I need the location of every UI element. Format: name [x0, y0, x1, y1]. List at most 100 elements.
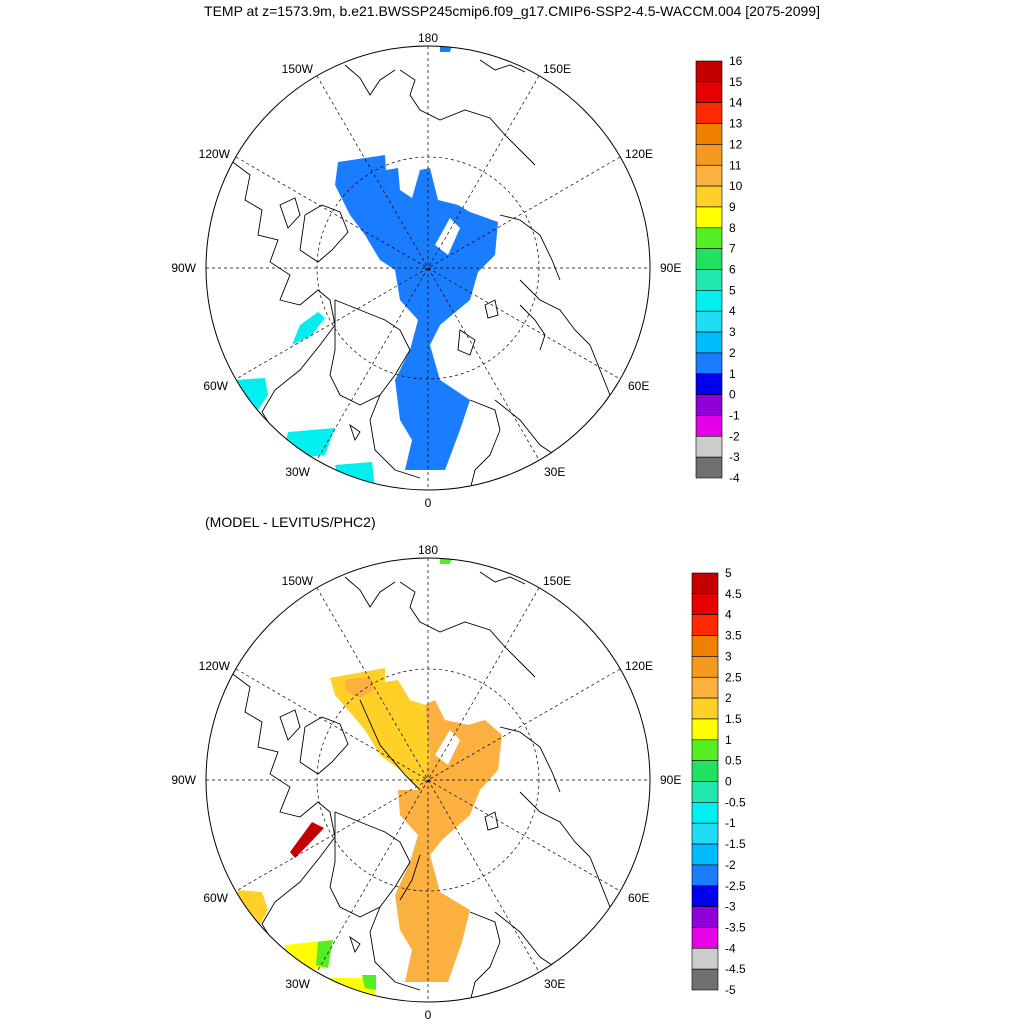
- bottom-colorbar-tick-label: -2.5: [725, 879, 746, 893]
- lon-label-90w: 90W: [171, 261, 196, 275]
- lon-label-180: 180: [418, 543, 438, 557]
- top-map-boundary: [205, 45, 651, 491]
- top-colorbar-swatch: [695, 81, 723, 103]
- top-colorbar-swatch: [695, 373, 723, 395]
- bottom-colorbar-swatch: [691, 676, 719, 699]
- top-colorbar-swatch: [695, 352, 723, 375]
- top-colorbar-tick-label: 0: [729, 388, 736, 402]
- bottom-colorbar-tick-label: -1.5: [725, 837, 746, 851]
- bottom-map: 180 150E 120E 90E 60E 30E 0 30W 60W 90W …: [171, 543, 681, 1022]
- lon-label-150e: 150E: [543, 574, 571, 588]
- top-colorbar-tick-label: 14: [729, 96, 743, 110]
- top-field-irminger: [285, 428, 335, 458]
- top-colorbar-tick-label: 7: [729, 242, 736, 256]
- top-colorbar-swatch: [695, 60, 723, 83]
- bottom-colorbar-tick-label: 1.5: [725, 712, 742, 726]
- bottom-colorbar-tick-label: 3.5: [725, 629, 742, 643]
- bottom-colorbar-swatch: [691, 593, 719, 615]
- bottom-colorbar-tick-label: 3: [725, 649, 732, 663]
- lon-label-180: 180: [418, 31, 438, 45]
- bottom-colorbar-swatch: [691, 635, 719, 657]
- top-colorbar-tick-label: 16: [729, 54, 743, 68]
- bottom-colorbar-tick-label: 4: [725, 608, 732, 622]
- top-map: 180 150E 120E 90E 60E 30E 0 30W 60W 90W …: [171, 31, 681, 510]
- top-colorbar-swatch: [695, 227, 723, 249]
- top-colorbar-swatch: [695, 310, 723, 333]
- top-colorbar-swatch: [695, 394, 723, 416]
- bottom-colorbar-swatch: [691, 572, 719, 595]
- bottom-colorbar-tick-label: 5: [725, 566, 732, 580]
- lon-label-150w: 150W: [282, 574, 314, 588]
- top-colorbar-swatch: [695, 144, 723, 166]
- top-colorbar-swatch: [695, 102, 723, 124]
- top-colorbar-tick-label: 11: [729, 158, 742, 172]
- bottom-colorbar-swatch: [691, 843, 719, 866]
- bottom-colorbar-swatch: [691, 822, 719, 845]
- lon-label-120w: 120W: [199, 659, 231, 673]
- lon-label-60e: 60E: [628, 891, 649, 905]
- lon-label-120w: 120W: [199, 147, 231, 161]
- bottom-colorbar-swatch: [691, 760, 719, 782]
- top-colorbar-tick-label: 8: [729, 221, 736, 235]
- bottom-field-canada-basin: [330, 668, 430, 790]
- bottom-colorbar-swatch: [691, 802, 719, 824]
- lon-label-30w: 30W: [285, 977, 310, 991]
- top-colorbar-tick-label: 2: [729, 346, 736, 360]
- top-colorbar-tick-label: 12: [729, 137, 743, 151]
- top-colorbar-swatch: [695, 164, 723, 187]
- lon-label-120e: 120E: [625, 659, 653, 673]
- top-graticule: [206, 46, 650, 490]
- bottom-map-boundary: [205, 557, 651, 1003]
- bottom-longitude-labels: 180 150E 120E 90E 60E 30E 0 30W 60W 90W …: [171, 543, 681, 1022]
- figure-title: TEMP at z=1573.9m, b.e21.BWSSP245cmip6.f…: [204, 3, 820, 19]
- top-field-baffin: [292, 312, 325, 345]
- bottom-colorbar-swatch: [691, 906, 719, 928]
- top-colorbar-swatch: [695, 415, 723, 437]
- lon-label-30w: 30W: [285, 465, 310, 479]
- top-longitude-labels: 180 150E 120E 90E 60E 30E 0 30W 60W 90W …: [171, 31, 681, 510]
- top-colorbar-swatch: [695, 185, 723, 208]
- bottom-colorbar-tick-label: -0.5: [725, 795, 746, 809]
- bottom-coastlines: [229, 571, 611, 1002]
- bottom-colorbar-tick-label: 0: [725, 775, 732, 789]
- top-field-greenland-sea: [335, 462, 375, 488]
- top-coastlines: [229, 59, 611, 490]
- lon-label-150e: 150E: [543, 62, 571, 76]
- bottom-colorbar-tick-label: 4.5: [725, 587, 742, 601]
- top-colorbar-tick-label: 4: [729, 304, 736, 318]
- lon-label-90w: 90W: [171, 773, 196, 787]
- bottom-colorbar-tick-label: -3.5: [725, 920, 746, 934]
- bottom-colorbar-tick-label: 1: [725, 733, 732, 747]
- lon-label-60w: 60W: [203, 379, 228, 393]
- bottom-colorbar-swatch: [691, 885, 719, 907]
- lon-label-60w: 60W: [203, 891, 228, 905]
- top-colorbar-swatch: [695, 123, 723, 145]
- bottom-colorbar-swatch: [691, 614, 719, 636]
- top-colorbar-tick-label: 15: [729, 75, 743, 89]
- top-colorbar-tick-label: -4: [729, 471, 740, 485]
- top-colorbar-swatch: [695, 456, 723, 479]
- bottom-graticule: [206, 558, 650, 1002]
- bottom-colorbar-tick-label: 0.5: [725, 754, 742, 768]
- bottom-colorbar-tick-label: -4: [725, 941, 736, 955]
- top-colorbar-tick-label: -2: [729, 429, 740, 443]
- lon-label-30e: 30E: [544, 977, 565, 991]
- lon-label-0: 0: [425, 496, 432, 510]
- lon-label-90e: 90E: [660, 261, 681, 275]
- top-colorbar-tick-label: -3: [729, 450, 740, 464]
- panel-subtitle: (MODEL - LEVITUS/PHC2): [205, 514, 376, 530]
- bottom-colorbar-tick-label: -3: [725, 900, 736, 914]
- lon-label-60e: 60E: [628, 379, 649, 393]
- lon-label-120e: 120E: [625, 147, 653, 161]
- top-colorbar-swatch: [695, 331, 723, 354]
- top-colorbar-tick-label: 3: [729, 325, 736, 339]
- top-colorbar-swatch: [695, 435, 723, 458]
- top-colorbar-tick-label: -1: [729, 408, 740, 422]
- top-colorbar-swatch: [695, 269, 723, 291]
- bottom-colorbar-swatch: [691, 968, 719, 991]
- bottom-colorbar-swatch: [691, 864, 719, 887]
- bottom-colorbar-tick-label: -2: [725, 858, 736, 872]
- bottom-colorbar-tick-label: -4.5: [725, 962, 746, 976]
